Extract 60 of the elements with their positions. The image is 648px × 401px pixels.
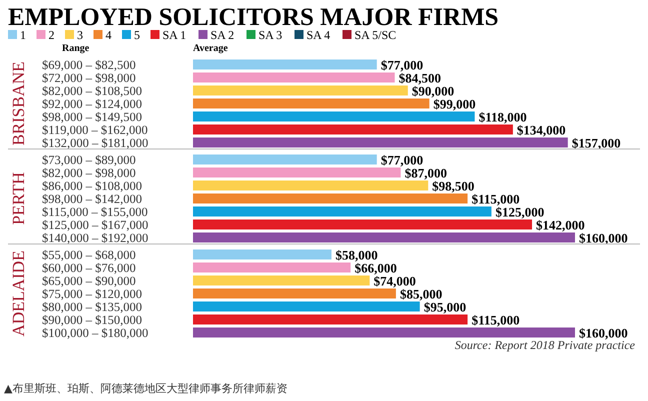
data-label: $115,000 (472, 192, 520, 206)
y-tick-label: $115,000 – $155,000 (42, 205, 148, 219)
data-label: $58,000 (335, 248, 378, 262)
data-label: $77,000 (380, 152, 424, 168)
data-label: $95,000 (424, 300, 466, 314)
x-axis-title: Average (193, 43, 228, 54)
legend-label: 2 (48, 28, 54, 42)
y-tick-label: $72,000 – $98,000 (42, 71, 136, 85)
y-tick-label: $82,000 – $108,500 (42, 84, 142, 98)
chart-title: EMPLOYED SOLICITORS MAJOR FIRMS (8, 4, 499, 31)
y-tick-label: $60,000 – $76,000 (42, 261, 136, 275)
y-tick-label: $69,000 – $82,500 (42, 58, 136, 72)
y-tick-label: $90,000 – $150,000 (42, 313, 142, 327)
y-tick-label: $65,000 – $90,000 (42, 274, 136, 288)
data-label: $84,500 (398, 70, 441, 86)
legend-label: SA 2 (210, 28, 234, 42)
data-label: $85,000 (400, 286, 442, 302)
text: ADELAIDE (9, 250, 28, 336)
data-label: $77,000 (380, 58, 424, 72)
data-label: $98,500 (432, 178, 474, 194)
legend-label: SA 1 (162, 28, 186, 42)
legend-label: SA 5/SC (354, 28, 396, 42)
data-label: $90,000 (412, 84, 454, 98)
data-label: $118,000 (478, 110, 527, 124)
y-tick-label: $119,000 – $162,000 (42, 123, 148, 137)
legend-label: SA 4 (306, 28, 330, 42)
data-label: $125,000 (495, 204, 544, 220)
y-tick-label: $125,000 – $167,000 (42, 218, 148, 232)
legend-label: 3 (77, 28, 83, 42)
y-axis-title: Range (62, 43, 90, 54)
data-label: $99,000 (433, 96, 476, 112)
y-tick-label: $86,000 – $108,000 (42, 179, 142, 193)
data-label: $115,000 (472, 312, 520, 328)
text: BRISBANE (9, 61, 28, 146)
y-tick-label: $98,000 – $142,000 (42, 192, 142, 206)
y-tick-label: $98,000 – $149,500 (42, 110, 142, 124)
legend-label: 4 (106, 28, 112, 42)
data-label: $160,000 (579, 326, 628, 340)
y-tick-label: $140,000 – $192,000 (42, 231, 148, 245)
y-tick-label: $132,000 – $181,000 (42, 136, 148, 150)
legend-label: 5 (134, 28, 140, 42)
data-label: $157,000 (572, 136, 621, 150)
y-tick-label: $73,000 – $89,000 (42, 153, 136, 167)
y-tick-label: $80,000 – $135,000 (42, 300, 142, 314)
annotation: Source: Report 2018 Private practice (454, 338, 636, 352)
data-label: $66,000 (354, 260, 397, 276)
data-label: $160,000 (579, 230, 628, 246)
text: ▲布里斯班、珀斯、阿德莱德地区大型律师事务所律师薪资 (4, 382, 288, 395)
data-label: $142,000 (536, 218, 585, 232)
legend-label: 1 (20, 28, 26, 42)
y-tick-label: $100,000 – $180,000 (42, 326, 148, 340)
legend-label: SA 3 (258, 28, 282, 42)
text: PERTH (9, 172, 28, 225)
y-tick-label: $55,000 – $68,000 (42, 248, 136, 262)
y-tick-label: $82,000 – $98,000 (42, 166, 136, 180)
data-label: $74,000 (374, 274, 416, 288)
data-label: $87,000 (404, 166, 447, 180)
y-tick-label: $75,000 – $120,000 (42, 287, 142, 301)
y-tick-label: $92,000 – $124,000 (42, 97, 142, 111)
data-label: $134,000 (516, 122, 566, 138)
